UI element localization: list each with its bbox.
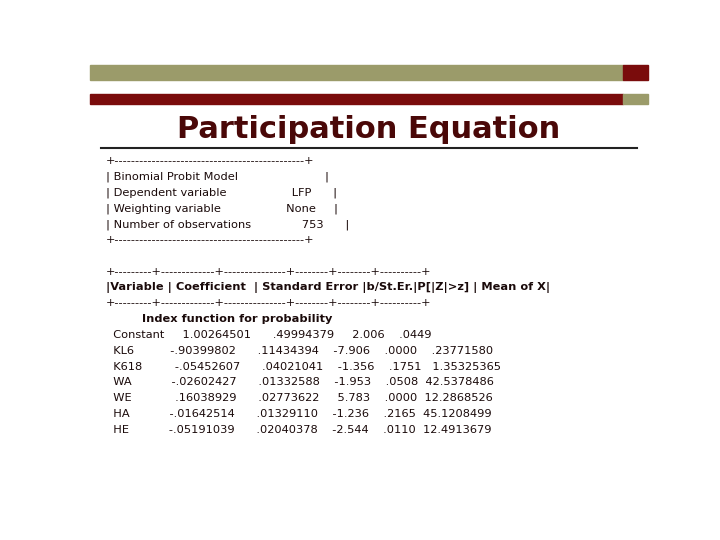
Text: K618         -.05452607      .04021041    -1.356    .1751   1.35325365: K618 -.05452607 .04021041 -1.356 .1751 1… [106,362,500,372]
Text: | Binomial Probit Model                        |: | Binomial Probit Model | [106,172,328,183]
Text: +---------+-------------+---------------+--------+--------+----------+: +---------+-------------+---------------… [106,299,431,308]
Text: |Variable | Coefficient  | Standard Error |b/St.Er.|P[|Z|>z] | Mean of X|: |Variable | Coefficient | Standard Error… [106,282,550,293]
Text: KL6          -.90399802      .11434394    -7.906    .0000    .23771580: KL6 -.90399802 .11434394 -7.906 .0000 .2… [106,346,492,356]
Text: +----------------------------------------------+: +---------------------------------------… [106,156,314,166]
Text: Constant     1.00264501      .49994379     2.006    .0449: Constant 1.00264501 .49994379 2.006 .044… [106,330,431,340]
Text: +---------+-------------+---------------+--------+--------+----------+: +---------+-------------+---------------… [106,267,431,277]
Text: WA           -.02602427      .01332588    -1.953    .0508  42.5378486: WA -.02602427 .01332588 -1.953 .0508 42.… [106,377,493,388]
Text: | Dependent variable                  LFP      |: | Dependent variable LFP | [106,187,337,198]
Bar [623,65,648,80]
Text: Index function for probability: Index function for probability [106,314,332,324]
Text: HE           -.05191039      .02040378    -2.544    .0110  12.4913679: HE -.05191039 .02040378 -2.544 .0110 12.… [106,425,491,435]
Text: HA           -.01642514      .01329110    -1.236    .2165  45.1208499: HA -.01642514 .01329110 -1.236 .2165 45.… [106,409,491,419]
Text: | Number of observations              753      |: | Number of observations 753 | [106,219,349,230]
Bar [90,65,623,80]
Bar [90,94,623,104]
Text: WE            .16038929      .02773622     5.783    .0000  12.2868526: WE .16038929 .02773622 5.783 .0000 12.28… [106,393,492,403]
Text: Participation Equation: Participation Equation [177,114,561,144]
Bar [623,94,648,104]
Text: | Weighting variable                  None     |: | Weighting variable None | [106,204,338,214]
Text: +----------------------------------------------+: +---------------------------------------… [106,235,314,245]
